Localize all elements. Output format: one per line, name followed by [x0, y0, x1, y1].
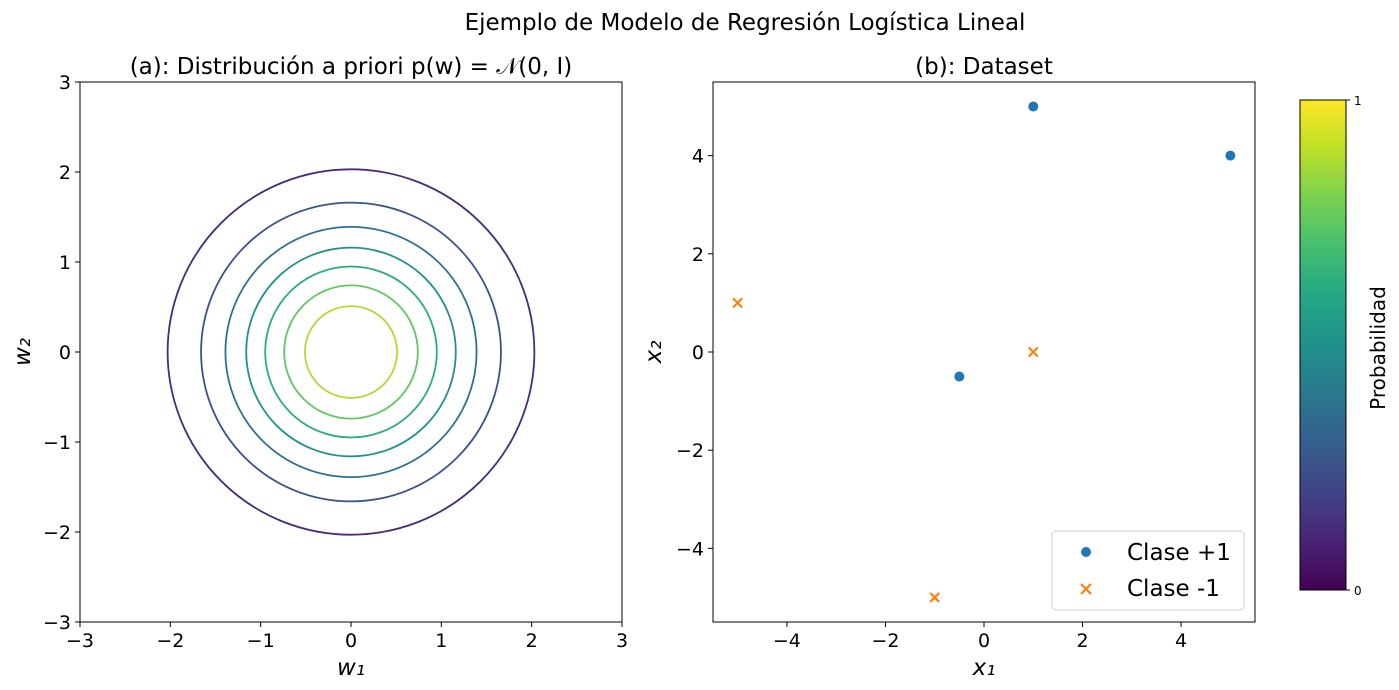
- panel-b-y-tick-label-1: −2: [676, 440, 704, 462]
- point-series0-2: [954, 371, 965, 382]
- panel-a-x-tick-label-2: −1: [247, 630, 275, 652]
- panel-a-x-ticks: −3 −2 −1 0 1 2 3: [66, 622, 628, 652]
- panel-b-y-tick-label-4: 4: [692, 146, 704, 168]
- legend: Clase +1 Clase -1: [1051, 530, 1245, 611]
- panel-b-xlabel: x₁: [972, 655, 996, 681]
- panel-a-y-tick-label-0: −3: [43, 612, 71, 634]
- point-series1-0: [732, 297, 743, 309]
- colorbar-tick-bottom: 0: [1354, 584, 1362, 598]
- panel-a-x-tick-label-0: −3: [66, 630, 94, 652]
- point-series1-2: [929, 592, 941, 603]
- panel-a-y-ticks: −3 −2 −1 0 1 2 3: [43, 72, 80, 634]
- legend-label-clase-pos: Clase +1: [1127, 540, 1231, 566]
- colorbar-label: Probabilidad: [1366, 286, 1390, 410]
- panel-a-frame: [79, 81, 623, 623]
- panel-a-x-tick-label-6: 3: [616, 630, 628, 652]
- point-series0-0: [1028, 101, 1039, 112]
- legend-marker-clase-pos: [1081, 547, 1091, 557]
- contour-line-1: [200, 201, 502, 503]
- colorbar-gradient: [1299, 99, 1347, 591]
- panel-b-y-tick-label-3: 2: [692, 244, 704, 266]
- panel-a-x-tick-label-3: 0: [345, 630, 357, 652]
- legend-box: [1051, 530, 1245, 611]
- panel-a-x-tick-label-5: 2: [526, 630, 538, 652]
- contour-line-3: [245, 246, 457, 458]
- panel-b-title: (b): Dataset: [915, 54, 1053, 80]
- panel-a-y-tick-label-3: 0: [59, 342, 71, 364]
- panel-b-y-tick-label-0: −4: [676, 538, 704, 560]
- panel-b-y-tick-label-2: 0: [692, 342, 704, 364]
- panel-a-x-tick-label-4: 1: [435, 630, 447, 652]
- panel-a-y-tick-label-1: −2: [43, 522, 71, 544]
- contour-line-6: [304, 305, 398, 399]
- panel-b-x-ticks: −4 −2 0 2 4: [773, 622, 1187, 652]
- panel-a-x-tick-label-1: −2: [156, 630, 184, 652]
- panel-b-y-ticks: −4 −2 0 2 4: [676, 146, 713, 560]
- scatter-points: [732, 101, 1236, 603]
- panel-b-x-tick-label-4: 4: [1175, 630, 1187, 652]
- contour-line-0: [166, 168, 536, 536]
- panel-a-y-tick-label-6: 3: [59, 72, 71, 94]
- panel-a-ylabel: w₂: [10, 338, 36, 366]
- point-series0-1: [1225, 150, 1236, 161]
- contour-line-4: [264, 265, 438, 439]
- panel-b-ylabel: x₂: [641, 341, 667, 365]
- figure-suptitle: Ejemplo de Modelo de Regresión Logística…: [465, 10, 1026, 36]
- contour-line-5: [283, 284, 419, 420]
- panel-a-y-tick-label-5: 2: [59, 162, 71, 184]
- contour-line-2: [224, 225, 478, 478]
- point-series1-1: [1027, 346, 1039, 358]
- prior-contour-panel: (a): Distribución a priori p(w) = 𝒩(0, I…: [10, 54, 628, 681]
- colorbar-tick-top: 1: [1354, 94, 1362, 108]
- panel-a-xlabel: w₁: [337, 655, 365, 681]
- panel-b-x-tick-label-3: 2: [1076, 630, 1088, 652]
- contour-lines: [166, 168, 536, 536]
- panel-b-x-tick-label-1: −2: [871, 630, 899, 652]
- panel-a-y-tick-label-2: −1: [43, 432, 71, 454]
- dataset-scatter-panel: (b): Dataset −4 −2 0 2 4 −4 −2 0 2 4 x₁ x₂ Clase…: [641, 54, 1256, 681]
- legend-label-clase-neg: Clase -1: [1127, 576, 1220, 602]
- panel-b-x-tick-label-0: −4: [773, 630, 801, 652]
- colorbar: 1 0 Probabilidad: [1299, 94, 1390, 598]
- panel-a-y-tick-label-4: 1: [59, 252, 71, 274]
- legend-marker-clase-neg: [1080, 583, 1092, 595]
- panel-b-x-tick-label-2: 0: [978, 630, 990, 652]
- panel-a-title: (a): Distribución a priori p(w) = 𝒩(0, I…: [130, 54, 573, 80]
